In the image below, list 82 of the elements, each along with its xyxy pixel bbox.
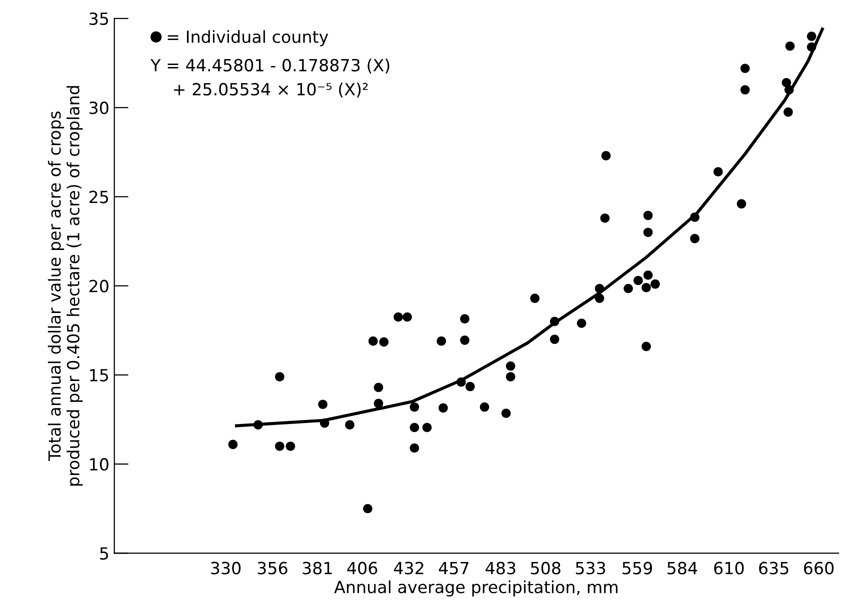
point — [642, 342, 651, 352]
point — [740, 64, 750, 74]
point — [506, 372, 516, 382]
x-tick-label: 584 — [668, 562, 698, 574]
x-tick-label: 610 — [714, 562, 744, 574]
point — [806, 42, 816, 52]
x-axis-title: Annual average precipitation, mm — [334, 580, 618, 597]
point — [594, 294, 604, 303]
point — [785, 41, 795, 51]
point — [642, 282, 651, 292]
y-tick-label: 10 — [90, 458, 108, 471]
point — [275, 372, 284, 382]
point — [345, 420, 354, 430]
x-tick-label: 432 — [394, 562, 424, 574]
point — [456, 377, 466, 387]
x-tick-label: 660 — [804, 562, 834, 574]
point — [460, 336, 470, 345]
annotation: + 25.05534 × 10⁻⁵ (X)² — [174, 82, 368, 98]
point — [410, 443, 420, 453]
point — [438, 403, 448, 413]
point — [550, 334, 560, 344]
point — [576, 318, 586, 328]
point — [600, 213, 610, 223]
x-tick-label: 635 — [759, 562, 788, 574]
point — [286, 442, 296, 451]
x-tick-label: 559 — [622, 562, 652, 574]
annotation: Y = 44.45801 - 0.178873 (X) — [150, 58, 390, 74]
point — [784, 107, 793, 117]
point — [736, 199, 746, 208]
point — [374, 382, 384, 392]
point — [506, 361, 516, 371]
point — [690, 234, 700, 244]
point — [320, 418, 330, 428]
point — [806, 32, 816, 41]
point — [363, 504, 372, 514]
point — [624, 284, 633, 294]
point — [643, 210, 653, 220]
x-tick-label: 356 — [258, 562, 288, 574]
y-tick-label: 25 — [89, 190, 108, 204]
x-tick-label: 533 — [576, 562, 606, 574]
point — [530, 294, 540, 303]
y-axis-title: Total annual dollar value per acre of crops produced per 0.405 hectare (1 acre) of cropland — [48, 86, 83, 486]
point — [374, 398, 384, 408]
point — [713, 167, 723, 176]
point — [436, 336, 446, 346]
point — [740, 85, 750, 94]
point — [402, 312, 412, 322]
point — [650, 279, 660, 289]
x-tick-label: 508 — [531, 562, 560, 574]
x-tick-label: 406 — [347, 562, 378, 574]
x-tick-label: 330 — [211, 562, 241, 574]
point — [228, 440, 238, 450]
point — [643, 228, 653, 238]
point — [410, 402, 420, 412]
point — [480, 402, 490, 412]
point — [422, 422, 432, 432]
point — [784, 85, 794, 94]
point — [634, 276, 643, 286]
y-tick-label: 35 — [90, 12, 108, 26]
point — [643, 270, 653, 280]
y-tick-label: 30 — [90, 102, 108, 114]
x-tick-label: 483 — [486, 562, 516, 574]
x-tick-label: 381 — [302, 562, 332, 574]
point — [379, 337, 389, 347]
point — [501, 408, 511, 418]
point — [318, 400, 328, 410]
point — [253, 420, 263, 430]
point — [410, 422, 420, 432]
legend-label: = Individual county — [168, 30, 328, 46]
y-tick-label: 15 — [90, 369, 108, 382]
point — [594, 284, 604, 294]
y-tick-label: 20 — [89, 280, 108, 292]
x-tick-label: 457 — [438, 562, 468, 574]
point — [368, 336, 378, 346]
point — [275, 442, 284, 451]
point — [460, 314, 470, 324]
point — [601, 151, 611, 160]
point — [550, 316, 560, 326]
y-tick-label: 5 — [100, 547, 108, 560]
point — [394, 312, 403, 322]
point — [465, 382, 475, 392]
point — [690, 212, 700, 222]
